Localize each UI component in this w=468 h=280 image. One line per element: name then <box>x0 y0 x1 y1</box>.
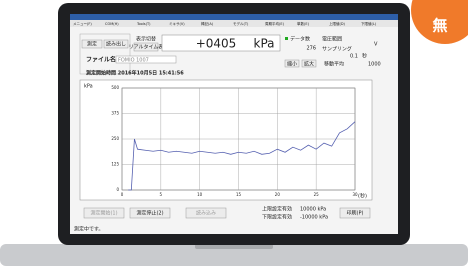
axis-unit: (秒) <box>358 193 367 200</box>
label: 表示切替 <box>136 36 156 43</box>
title-bar <box>70 14 398 20</box>
label: 電圧範囲 <box>322 36 342 43</box>
button-label: 測定停止(2) <box>136 210 163 217</box>
y-tick-label: 125 <box>111 162 119 167</box>
start-time: 測定開始時間 2016年10月5日 15:41:56 <box>86 70 184 77</box>
menu-item: 上限値(D) <box>329 21 346 26</box>
x-tick-label: 25 <box>314 192 320 197</box>
button-label: 測定開始(1) <box>90 210 117 217</box>
badge-text: 無 <box>432 17 447 35</box>
menu-item: 下限値(L) <box>361 21 377 26</box>
button-label: リアルタイム表 <box>129 44 164 51</box>
menu-item: COM(H) <box>105 22 119 26</box>
value: 1000 <box>368 62 381 68</box>
menu-item: メニュー(F) <box>73 22 92 26</box>
status: 測定中です。 <box>74 226 104 233</box>
unit: 秒 <box>362 53 367 60</box>
unit: V <box>374 42 378 48</box>
value: 276 <box>306 46 316 52</box>
y-tick-label: 250 <box>111 136 119 141</box>
label: サンプリング <box>322 46 352 53</box>
indicator <box>285 37 288 40</box>
y-tick-label: 375 <box>111 111 119 116</box>
menu-item: モデル(T) <box>233 21 249 26</box>
x-tick-label: 30 <box>352 192 358 197</box>
value: -10000 kPa <box>300 215 328 221</box>
unit: kPa <box>254 37 275 51</box>
input-value: FOMIO 1007 <box>118 58 149 64</box>
x-tick-label: 10 <box>197 192 203 197</box>
value: 0.1 <box>350 54 358 60</box>
menu-item: Tools(T) <box>136 22 151 26</box>
button-label: 読み込み <box>196 210 216 217</box>
button-label: 印刷(P) <box>347 210 364 217</box>
reading: +0405 <box>196 37 237 51</box>
menu-item: 棒記(A) <box>201 21 214 26</box>
label: 移動平均 <box>324 61 344 68</box>
page: {"badge":"無", "menu":["メニュー(F)","COM(H)"… <box>0 0 468 276</box>
tab-label: 測定 <box>87 41 97 48</box>
screenshot: 無 メニュー(F) COM(H) Tools(T) ミキサ(V) 棒記(A) モデル(T)… <box>0 0 468 276</box>
x-tick-label: 20 <box>275 192 281 197</box>
label: データ数 <box>290 36 310 43</box>
button-label: 縮小 <box>287 61 297 68</box>
menu-item: ミキサ(V) <box>169 21 185 26</box>
y-tick-label: 500 <box>111 85 119 90</box>
x-tick-label: 0 <box>121 192 124 197</box>
x-tick-label: 15 <box>236 192 242 197</box>
label: 下限設定有効 <box>262 214 292 221</box>
label: ファイル名 <box>86 56 116 64</box>
button-label: 拡大 <box>304 61 314 68</box>
menu-item: 単数(E) <box>297 21 310 26</box>
value: 10000 kPa <box>300 207 326 213</box>
axis-unit: kPa <box>84 84 93 90</box>
tab-label: 読み出し <box>106 41 126 48</box>
menu-item: 周期平均(E) <box>265 21 285 26</box>
label: 上限設定有効 <box>262 206 292 213</box>
